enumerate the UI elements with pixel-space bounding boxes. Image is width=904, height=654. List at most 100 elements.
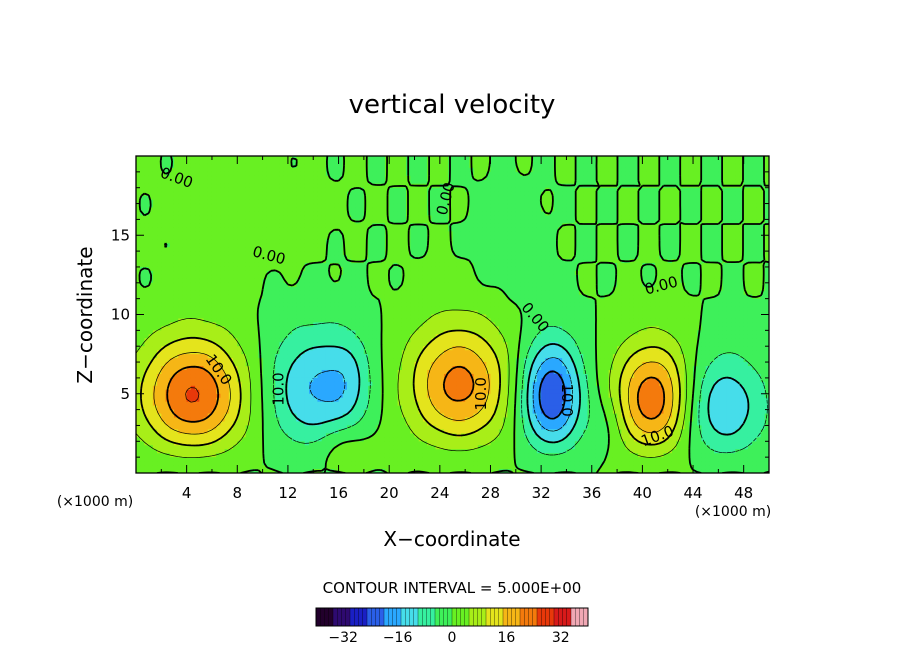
field-cell	[389, 175, 395, 181]
field-cell	[216, 215, 221, 220]
field-cell	[182, 262, 188, 268]
field-cell	[359, 274, 365, 280]
field-cell	[330, 322, 335, 327]
field-cell	[140, 306, 146, 312]
field-cell	[182, 183, 188, 189]
field-cell	[140, 175, 146, 181]
field-cell	[313, 262, 319, 268]
field-cell	[157, 457, 162, 462]
field-cell	[368, 310, 373, 316]
field-cell	[304, 187, 310, 193]
field-cell	[355, 397, 361, 403]
field-cell	[152, 409, 158, 415]
field-cell	[330, 294, 335, 300]
field-cell	[300, 207, 306, 213]
field-cell	[178, 354, 184, 359]
field-cell	[262, 449, 268, 454]
field-cell	[262, 247, 268, 252]
field-cell	[262, 389, 268, 395]
field-cell	[334, 350, 340, 355]
field-cell	[136, 270, 141, 276]
field-cell	[245, 156, 251, 161]
field-cell	[368, 373, 373, 379]
field-cell	[296, 306, 302, 312]
field-cell	[309, 465, 314, 470]
field-cell	[283, 441, 289, 446]
field-cell	[237, 219, 243, 224]
field-cell	[228, 223, 234, 228]
field-cell	[380, 445, 386, 450]
field-cell	[190, 377, 196, 383]
field-cell	[389, 425, 395, 431]
field-cell	[199, 326, 205, 331]
field-cell	[203, 350, 209, 355]
field-cell	[233, 354, 238, 359]
field-cell	[195, 171, 200, 177]
field-cell	[249, 255, 255, 260]
field-cell	[279, 409, 285, 415]
field-cell	[304, 179, 310, 185]
field-cell	[342, 270, 348, 276]
field-cell	[355, 223, 361, 228]
field-cell	[249, 306, 255, 312]
field-cell	[334, 255, 340, 260]
field-cell	[296, 259, 302, 264]
field-cell	[140, 314, 146, 320]
field-cell	[195, 461, 200, 466]
field-cell	[224, 350, 230, 355]
field-cell	[237, 243, 243, 248]
field-cell	[384, 334, 390, 339]
field-cell	[173, 159, 179, 165]
field-cell	[313, 278, 319, 284]
field-cell	[376, 243, 382, 248]
field-cell	[313, 266, 319, 272]
field-cell	[182, 211, 188, 217]
field-cell	[161, 159, 167, 165]
field-cell	[359, 290, 365, 296]
field-cell	[186, 469, 192, 473]
field-cell	[144, 330, 150, 335]
field-cell	[372, 298, 378, 304]
field-cell	[338, 191, 344, 197]
field-cell	[178, 187, 184, 193]
field-cell	[321, 354, 327, 359]
field-cell	[351, 445, 357, 450]
field-cell	[342, 167, 348, 173]
field-cell	[224, 366, 230, 371]
field-cell	[182, 235, 188, 240]
field-cell	[254, 259, 259, 264]
field-cell	[338, 294, 344, 300]
field-cell	[292, 461, 297, 466]
field-cell	[136, 199, 141, 205]
field-cell	[292, 441, 297, 446]
field-cell	[173, 366, 179, 371]
field-cell	[351, 171, 357, 177]
field-cell	[228, 389, 234, 395]
field-cell	[330, 310, 335, 316]
field-cell	[376, 195, 382, 201]
field-cell	[275, 294, 281, 300]
field-cell	[363, 405, 369, 411]
field-cell	[258, 465, 264, 470]
field-cell	[342, 338, 348, 343]
field-cell	[254, 223, 259, 228]
field-cell	[190, 461, 196, 466]
field-cell	[182, 393, 188, 399]
field-cell	[182, 318, 188, 324]
field-cell	[161, 219, 167, 224]
field-cell	[152, 401, 158, 407]
field-cell	[271, 282, 276, 288]
field-cell	[199, 219, 205, 224]
field-cell	[178, 156, 184, 161]
field-cell	[195, 243, 200, 248]
field-cell	[165, 179, 171, 185]
field-cell	[325, 314, 331, 320]
field-cell	[317, 417, 323, 423]
field-cell	[144, 425, 150, 431]
field-cell	[271, 187, 276, 193]
field-cell	[140, 227, 146, 232]
field-cell	[321, 385, 327, 391]
field-cell	[380, 270, 386, 276]
field-cell	[233, 163, 238, 169]
field-cell	[186, 203, 192, 209]
